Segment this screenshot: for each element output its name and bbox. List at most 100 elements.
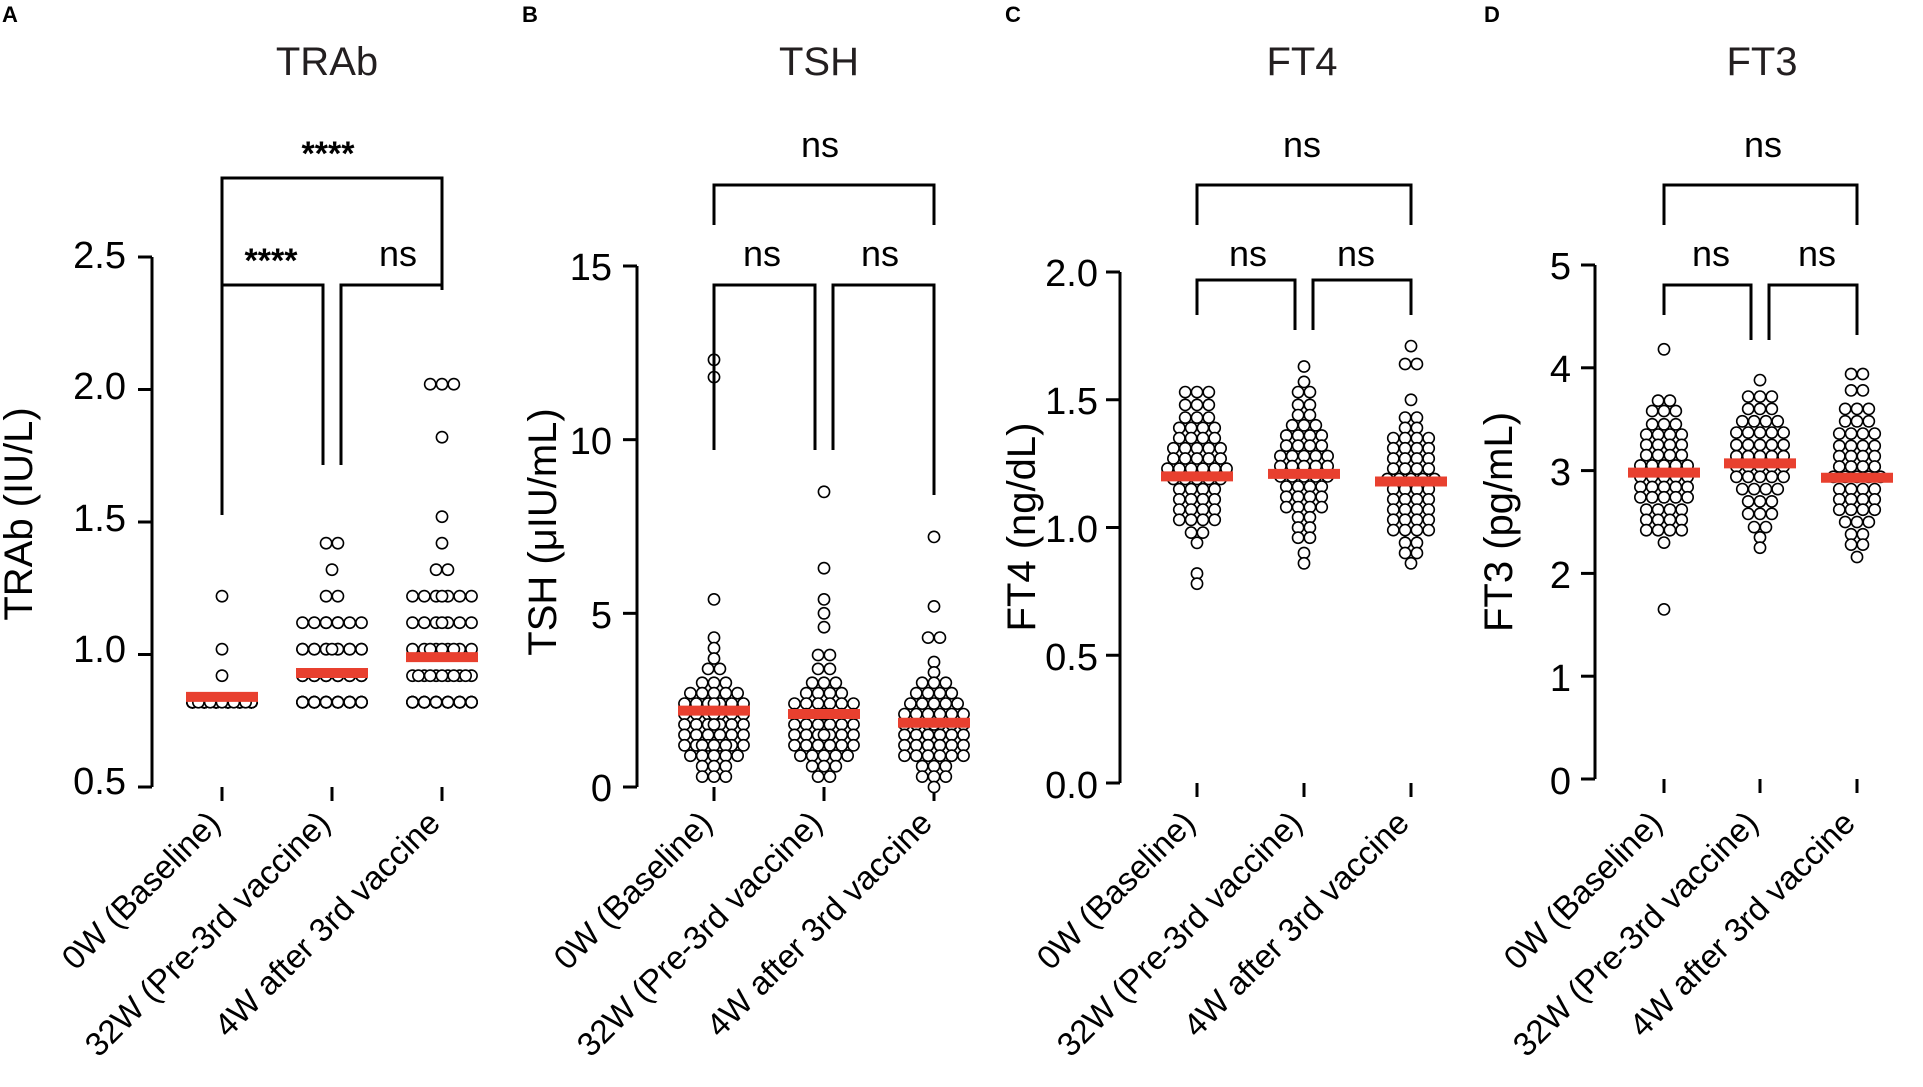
data-point [1753, 470, 1767, 484]
data-point [1838, 515, 1852, 529]
y-tick-label: 2.0 [73, 366, 126, 408]
data-point [1297, 418, 1311, 432]
data-point [1741, 426, 1755, 439]
data-point [1196, 431, 1210, 445]
data-point [939, 697, 953, 710]
data-point [835, 738, 849, 752]
data-point [695, 738, 709, 752]
data-point [805, 759, 819, 773]
data-point [1190, 577, 1204, 591]
data-point [1422, 523, 1436, 537]
data-point [1856, 460, 1870, 473]
data-point [835, 697, 849, 710]
data-point [1386, 462, 1400, 476]
data-point [678, 738, 691, 752]
data-point [933, 738, 947, 752]
data-point [898, 738, 911, 752]
data-point [1663, 448, 1677, 462]
data-point [343, 642, 357, 656]
data-point [1422, 462, 1436, 476]
data-point [1657, 404, 1671, 418]
data-point [1753, 390, 1767, 403]
data-point [707, 718, 721, 731]
data-point [957, 728, 970, 742]
data-point [441, 563, 455, 577]
data-point [684, 749, 697, 763]
data-point [1765, 507, 1779, 521]
chart-title: FT3 [1726, 40, 1797, 84]
panel-letter-b: B [522, 2, 538, 27]
data-point [417, 589, 431, 603]
data-point [1190, 398, 1204, 412]
data-point [215, 669, 229, 683]
data-point [1741, 390, 1755, 403]
significance-bracket [712, 183, 936, 225]
data-point [915, 759, 929, 773]
data-point [1753, 507, 1767, 521]
data-point [1838, 402, 1852, 416]
data-point [1202, 398, 1216, 412]
data-point [435, 536, 449, 550]
data-point [1172, 431, 1186, 445]
chart-title: TSH [779, 40, 859, 84]
data-point [1657, 342, 1671, 356]
data-point [719, 686, 733, 700]
data-point [1639, 523, 1653, 537]
data-point [695, 686, 709, 700]
data-point [788, 697, 801, 710]
data-point [927, 759, 941, 773]
data-point [1856, 538, 1870, 551]
data-point [817, 593, 831, 606]
data-point [921, 728, 935, 742]
significance-label: **** [245, 242, 299, 280]
data-point [331, 589, 345, 603]
data-point [1856, 367, 1870, 381]
data-point [1856, 383, 1870, 397]
data-point [719, 770, 733, 783]
data-point [829, 749, 843, 763]
data-point [725, 718, 739, 731]
data-point [343, 616, 357, 630]
data-point [811, 718, 825, 731]
y-tick-label: 2 [1550, 555, 1571, 597]
chart-title: TRAb [276, 40, 378, 84]
data-point [1765, 470, 1779, 484]
data-point [707, 676, 721, 690]
data-point [1765, 494, 1779, 508]
data-point [1404, 556, 1418, 570]
data-point [423, 669, 437, 683]
data-point [423, 377, 437, 391]
data-point [805, 676, 819, 690]
data-point [453, 589, 467, 603]
data-point [841, 749, 854, 763]
data-point [927, 600, 941, 613]
data-point [811, 738, 825, 752]
data-point [707, 738, 721, 752]
y-tick-label: 0.0 [1045, 765, 1098, 807]
data-point [1178, 385, 1192, 399]
data-point [684, 686, 697, 700]
panel-c: C FT4 FT4 (ng/dL) 2.0 1.5 1.0 0.5 0.0 0W… [1000, 2, 1447, 1063]
data-point [1303, 439, 1317, 453]
data-point [695, 770, 709, 783]
data-point [1178, 452, 1192, 465]
data-point [1398, 546, 1412, 560]
y-tick-label: 2.0 [1045, 253, 1098, 295]
data-point [945, 738, 959, 752]
data-point [915, 697, 929, 710]
data-point [1730, 426, 1743, 439]
panel-letter-a: A [2, 2, 18, 27]
data-point [788, 728, 801, 742]
significance-bracket [220, 283, 325, 515]
data-point [1741, 507, 1755, 521]
data-point [406, 695, 419, 709]
data-point [1167, 452, 1180, 465]
data-point [1868, 427, 1882, 440]
data-point [1832, 427, 1846, 440]
y-tick-label: 3 [1550, 452, 1571, 494]
y-tick-label: 15 [570, 247, 612, 289]
data-point [1303, 385, 1317, 399]
data-point [737, 718, 750, 731]
data-point [1291, 408, 1305, 422]
